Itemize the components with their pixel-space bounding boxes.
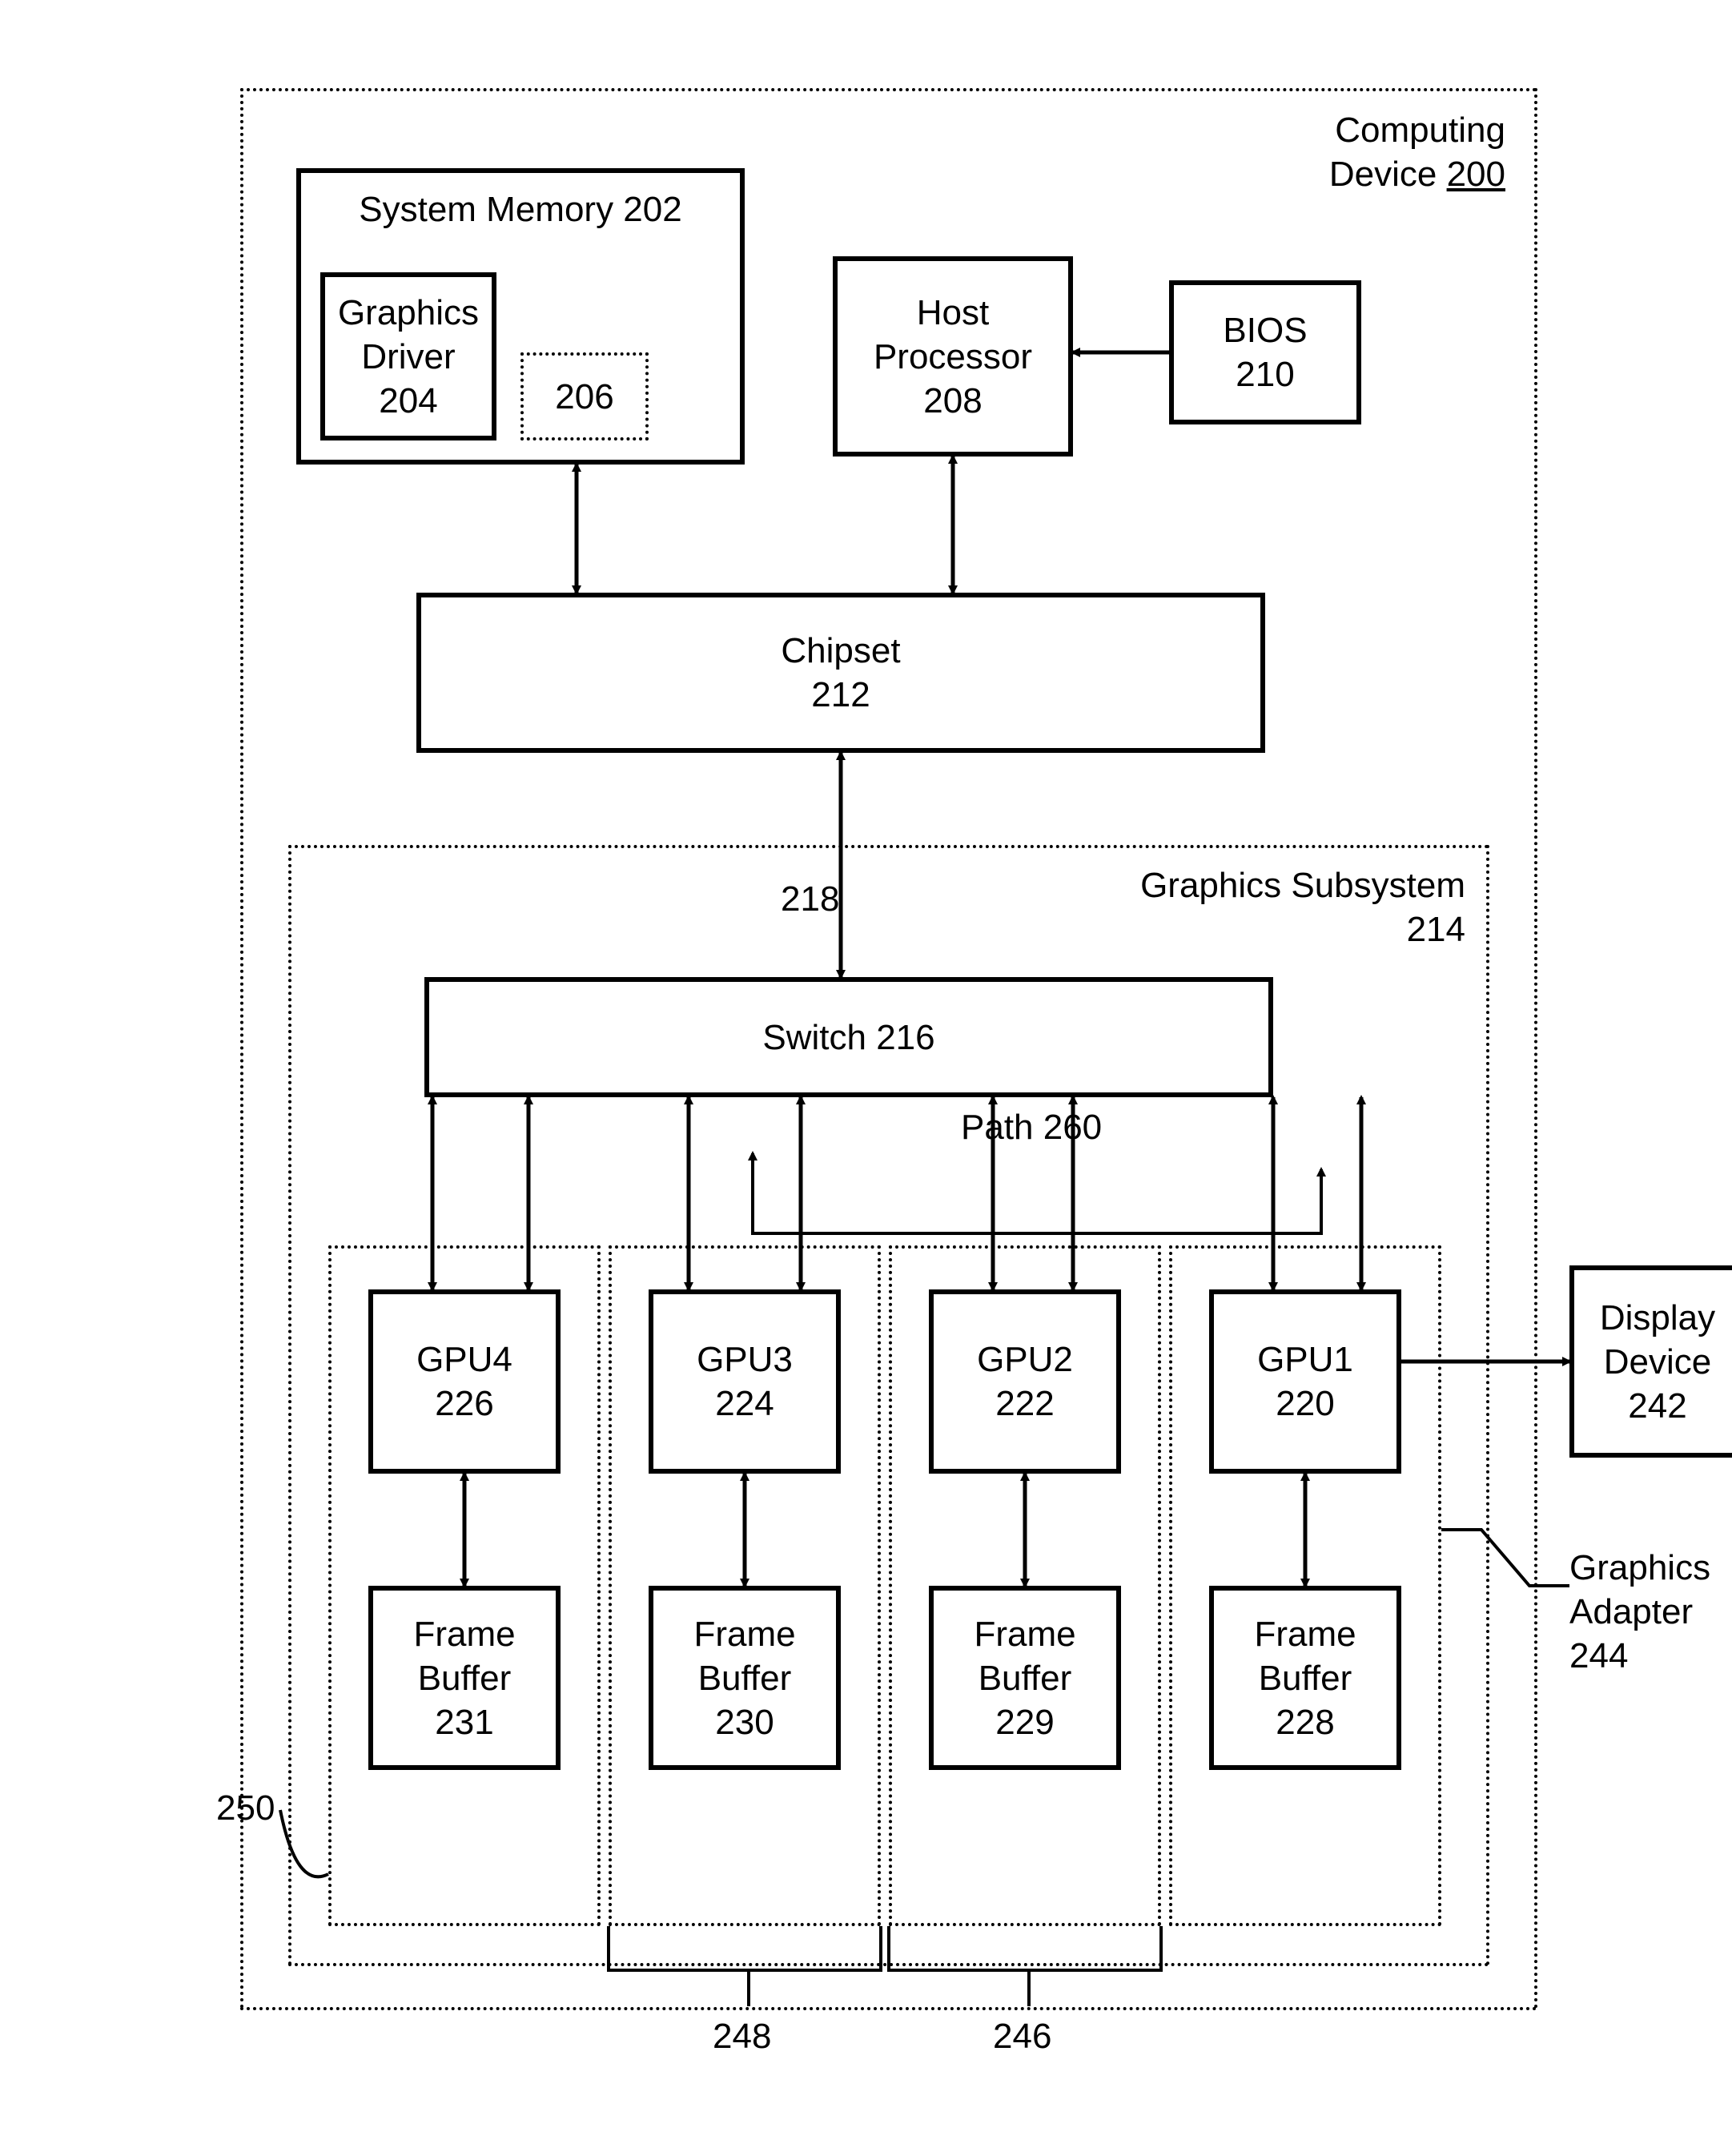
fb2-box: Frame Buffer 229: [929, 1586, 1121, 1770]
graphics-adapter-label: Graphics Adapter 244: [1569, 1546, 1730, 1678]
graphics-driver-box: Graphics Driver 204: [320, 272, 496, 440]
gpu2-l1: GPU2: [977, 1337, 1073, 1382]
display-l2: Device: [1604, 1340, 1712, 1384]
computing-line1: Computing: [1335, 111, 1505, 150]
chipset-l1: Chipset: [781, 629, 900, 673]
gpu3-l2: 224: [715, 1382, 774, 1426]
fb1-l1: Frame: [1254, 1612, 1356, 1656]
fb1-l2: Buffer: [1259, 1656, 1352, 1700]
gpu2-box: GPU2 222: [929, 1289, 1121, 1474]
gpu1-l2: 220: [1276, 1382, 1334, 1426]
bios-l1: BIOS: [1223, 308, 1307, 352]
gpu4-l1: GPU4: [416, 1337, 512, 1382]
gpu4-l2: 226: [435, 1382, 493, 1426]
fb4-l2: Buffer: [418, 1656, 512, 1700]
graphics-driver-l2: Driver: [361, 335, 455, 379]
label-218: 218: [781, 877, 839, 921]
fb2-l2: Buffer: [979, 1656, 1072, 1700]
fb3-l3: 230: [715, 1700, 774, 1744]
graphics-driver-l3: 204: [379, 379, 437, 423]
subsystem-l2: 214: [1407, 910, 1465, 949]
ga-l1: Graphics: [1569, 1548, 1710, 1587]
fb3-l1: Frame: [693, 1612, 795, 1656]
ga-l2: Adapter: [1569, 1592, 1693, 1631]
chipset-box: Chipset 212: [416, 593, 1265, 753]
label-248-text: 248: [713, 2017, 771, 2056]
host-l1: Host: [917, 291, 989, 335]
box-206-text: 206: [555, 375, 613, 419]
host-l2: Processor: [874, 335, 1032, 379]
fb3-box: Frame Buffer 230: [649, 1586, 841, 1770]
host-l3: 208: [923, 379, 982, 423]
fb4-l3: 231: [435, 1700, 493, 1744]
fb2-l3: 229: [995, 1700, 1054, 1744]
chipset-l2: 212: [811, 673, 870, 717]
label-248: 248: [713, 2014, 771, 2058]
display-l3: 242: [1628, 1384, 1686, 1428]
box-206: 206: [520, 352, 649, 440]
label-218-text: 218: [781, 879, 839, 919]
gpu3-box: GPU3 224: [649, 1289, 841, 1474]
host-processor-box: Host Processor 208: [833, 256, 1073, 457]
computing-ref: 200: [1447, 155, 1505, 194]
path-260-text: Path 260: [961, 1108, 1102, 1147]
gpu2-l2: 222: [995, 1382, 1054, 1426]
fb4-box: Frame Buffer 231: [368, 1586, 561, 1770]
gpu3-l1: GPU3: [697, 1337, 793, 1382]
path-260-label: Path 260: [961, 1105, 1102, 1149]
switch-box: Switch 216: [424, 977, 1273, 1097]
bios-l2: 210: [1236, 352, 1294, 396]
label-246: 246: [993, 2014, 1051, 2058]
fb1-box: Frame Buffer 228: [1209, 1586, 1401, 1770]
graphics-subsystem-title: Graphics Subsystem 214: [1017, 863, 1465, 951]
label-250-text: 250: [216, 1788, 275, 1828]
fb2-l1: Frame: [974, 1612, 1075, 1656]
fb3-l2: Buffer: [698, 1656, 792, 1700]
subsystem-l1: Graphics Subsystem: [1140, 866, 1465, 905]
diagram-canvas: Computing Device 200 System Memory 202 G…: [32, 32, 1732, 2124]
gpu1-box: GPU1 220: [1209, 1289, 1401, 1474]
bios-box: BIOS 210: [1169, 280, 1361, 424]
fb1-l3: 228: [1276, 1700, 1334, 1744]
computing-device-title: Computing Device 200: [1265, 108, 1505, 196]
graphics-driver-l1: Graphics: [338, 291, 479, 335]
gpu4-box: GPU4 226: [368, 1289, 561, 1474]
label-250: 250: [216, 1786, 275, 1830]
ga-l3: 244: [1569, 1636, 1628, 1675]
switch-title: Switch 216: [762, 1016, 934, 1060]
fb4-l1: Frame: [413, 1612, 515, 1656]
gpu1-l1: GPU1: [1257, 1337, 1353, 1382]
computing-line2: Device: [1329, 155, 1447, 194]
display-l1: Display: [1600, 1296, 1715, 1340]
label-246-text: 246: [993, 2017, 1051, 2056]
display-device-box: Display Device 242: [1569, 1265, 1732, 1458]
system-memory-title: System Memory 202: [359, 187, 681, 231]
